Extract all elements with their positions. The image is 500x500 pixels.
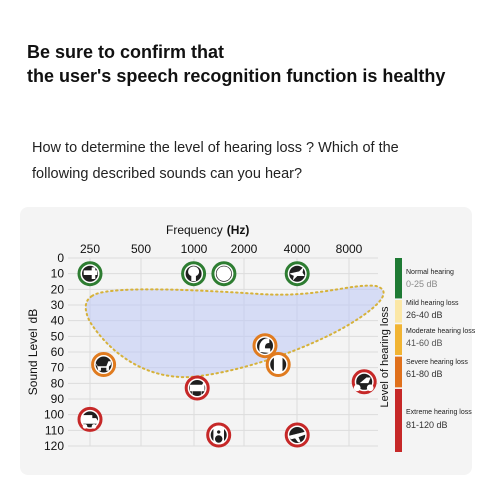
legend-name: Severe hearing loss (406, 359, 468, 366)
y-axis-title: Sound Level dB (26, 309, 40, 395)
sound-marker (351, 369, 377, 395)
x-axis-title: Frequency (Hz) (166, 223, 249, 237)
y-tick-label: 100 (44, 408, 64, 422)
x-axis-label: Frequency (166, 223, 223, 237)
legend-band-2 (395, 300, 402, 323)
legend-name: Mild hearing loss (406, 300, 459, 307)
x-tick-label: 250 (80, 242, 100, 256)
sound-marker (181, 261, 207, 287)
y-tick-label: 60 (51, 345, 65, 359)
sound-marker (91, 352, 117, 377)
x-tick-label: 8000 (336, 242, 363, 256)
x-tick-label: 4000 (284, 242, 311, 256)
legend-range: 0-25 dB (406, 279, 438, 289)
sound-marker (211, 261, 237, 287)
airplane-icon (288, 431, 307, 443)
phone-icon (273, 356, 283, 373)
y-tick-label: 110 (45, 423, 64, 437)
y-tick-label: 10 (51, 267, 65, 281)
truck-icon (81, 415, 99, 429)
y-tick-label: 40 (51, 314, 65, 328)
clock-icon (216, 266, 232, 281)
sound-marker (284, 261, 310, 287)
y-tick-label: 90 (51, 392, 65, 406)
motorcycle-icon (353, 377, 374, 392)
sound-marker (184, 375, 210, 401)
y-axis-unit: dB (26, 309, 40, 324)
dog-icon (95, 361, 111, 371)
legend: Normal hearing 0-25 dB Mild hearing loss 26… (379, 258, 476, 452)
y-tick-label: 70 (51, 361, 65, 375)
x-tick-label: 500 (131, 242, 151, 256)
speaker-icon (213, 426, 224, 444)
y-tick-label: 50 (51, 329, 65, 343)
y-tick-label: 0 (57, 251, 64, 265)
headline-line-1: Be sure to confirm that (27, 42, 225, 62)
piano-icon (189, 381, 205, 395)
telephone-icon (259, 338, 271, 354)
y-tick-label: 30 (51, 298, 65, 312)
legend-name: Extreme hearing loss (406, 409, 472, 416)
legend-band-5 (395, 388, 402, 452)
legend-range: 81-120 dB (406, 420, 448, 430)
sound-marker (77, 261, 103, 287)
y-axis-label: Sound Level (26, 328, 40, 395)
y-tick-label: 120 (44, 439, 64, 453)
legend-range: 41-60 dB (406, 338, 443, 348)
y-tick-label: 80 (51, 376, 65, 390)
legend-title: Level of hearing loss (379, 306, 391, 407)
x-axis-unit: (Hz) (227, 223, 250, 237)
legend-range: 61-80 dB (406, 369, 443, 379)
sound-points (77, 261, 377, 448)
tree-icon (188, 266, 200, 282)
bird-icon (289, 267, 305, 281)
x-tick-label: 1000 (181, 242, 208, 256)
sound-marker (206, 422, 232, 448)
question-line-1: How to determine the level of hearing lo… (32, 140, 399, 156)
legend-name: Normal hearing (406, 269, 454, 276)
x-tick-label: 2000 (231, 242, 258, 256)
legend-range: 26-40 dB (406, 310, 443, 320)
faucet-icon (83, 267, 98, 280)
legend-band-3 (395, 324, 402, 355)
legend-name: Moderate hearing loss (406, 328, 476, 335)
y-tick-label: 20 (51, 282, 65, 296)
sound-marker (252, 333, 278, 359)
question-line-2: following described sounds can you hear? (32, 166, 303, 182)
sound-marker (265, 352, 291, 377)
headline-line-2: the user's speech recognition function i… (27, 66, 446, 86)
sound-marker (77, 406, 103, 432)
legend-band-4 (395, 356, 402, 388)
sound-marker (284, 422, 310, 448)
legend-band-1 (395, 258, 402, 299)
speech-banana-region (84, 284, 385, 379)
